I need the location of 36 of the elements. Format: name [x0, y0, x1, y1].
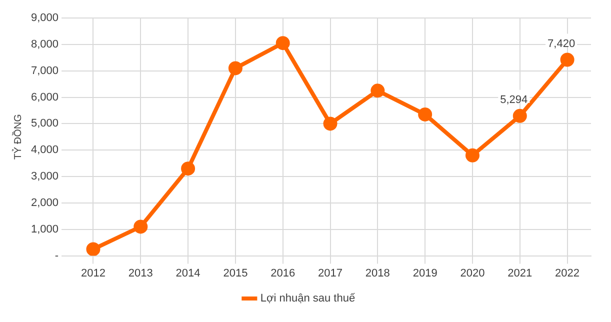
y-tick-label: 6,000	[30, 91, 59, 104]
data-label: 5,294	[500, 94, 528, 106]
x-tick-label: 2021	[508, 267, 532, 280]
y-axis-title: TỶ ĐỒNG	[12, 114, 24, 160]
x-tick-label: 2015	[223, 267, 248, 280]
y-tick-label: 2,000	[30, 196, 59, 209]
point	[465, 148, 480, 162]
y-tick-label: 4,000	[30, 144, 59, 156]
y-tick-label: 7,000	[30, 64, 59, 77]
x-tick-label: 2018	[365, 267, 390, 280]
point	[323, 116, 338, 131]
x-tick-label: 2020	[460, 267, 485, 280]
point	[370, 84, 385, 98]
x-tick-label: 2014	[176, 267, 200, 280]
y-tick-label: 1,000	[30, 223, 59, 236]
data-label: 7,420	[548, 38, 576, 50]
y-tick-label: 3,000	[30, 170, 59, 183]
y-tick-label: 8,000	[30, 38, 59, 50]
x-tick-label: 2012	[80, 267, 106, 280]
x-tick-label: 2022	[555, 267, 580, 280]
x-tick-label: 2019	[412, 267, 438, 280]
point	[134, 220, 148, 234]
y-tick-label: 9,000	[30, 12, 59, 24]
legend-label: Lợi nhuận sau thuế	[260, 292, 356, 305]
point	[181, 162, 196, 176]
y-tick-label: -	[54, 250, 59, 262]
x-tick-label: 2016	[270, 267, 296, 280]
x-tick-label: 2017	[318, 267, 343, 280]
y-tick-label: 5,000	[30, 118, 59, 130]
point	[560, 52, 574, 67]
point	[276, 36, 290, 50]
x-tick-label: 2013	[128, 267, 153, 280]
point	[86, 242, 100, 256]
point	[418, 107, 432, 122]
point	[228, 61, 242, 76]
point	[512, 108, 527, 123]
